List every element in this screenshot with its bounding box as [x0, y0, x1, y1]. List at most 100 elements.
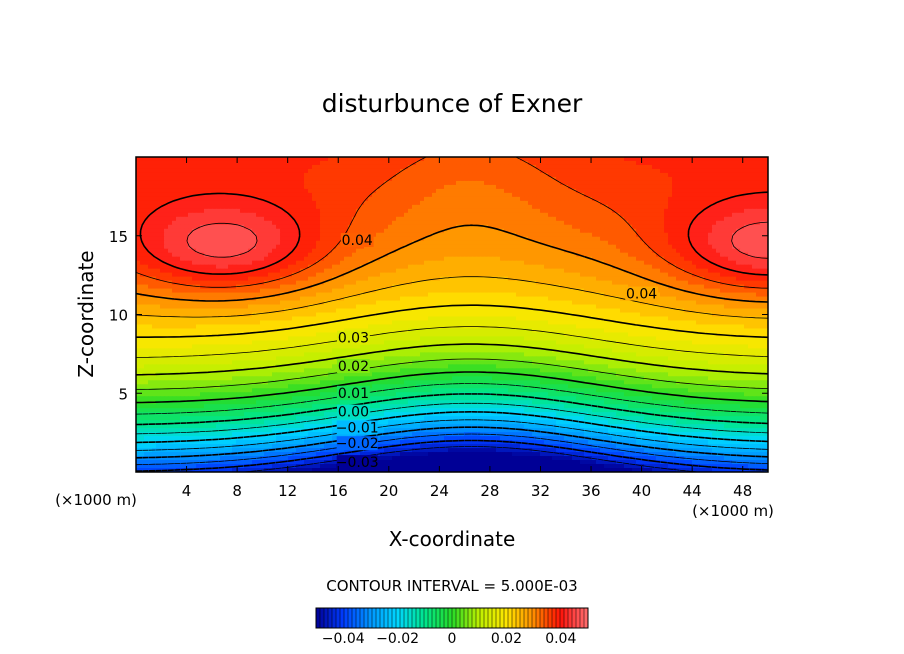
field-cell [396, 228, 401, 234]
field-cell [740, 264, 745, 270]
field-cell [288, 256, 293, 262]
field-cell [352, 184, 357, 190]
field-cell [544, 236, 549, 242]
field-cell [220, 192, 225, 198]
field-cell [188, 184, 193, 190]
field-cell [388, 180, 393, 186]
field-cell [252, 264, 257, 270]
field-cell [444, 276, 449, 282]
field-cell [164, 168, 169, 174]
field-cell [512, 208, 517, 214]
field-cell [680, 172, 685, 178]
field-cell [676, 212, 681, 218]
field-cell [156, 264, 161, 270]
field-cell [180, 160, 185, 166]
field-cell [276, 200, 281, 206]
field-cell [164, 232, 169, 238]
field-cell [316, 228, 321, 234]
field-cell [276, 228, 281, 234]
field-cell [508, 196, 513, 202]
field-cell [228, 188, 233, 194]
field-cell [396, 220, 401, 226]
field-cell [464, 160, 469, 166]
field-cell [312, 172, 317, 178]
field-cell [728, 268, 733, 274]
field-cell [764, 264, 768, 270]
field-cell [196, 252, 201, 258]
field-cell [424, 168, 429, 174]
field-cell [136, 252, 141, 258]
field-cell [480, 200, 485, 206]
field-cell [508, 188, 513, 194]
field-cell [256, 208, 261, 214]
field-cell [688, 196, 693, 202]
field-cell [760, 180, 765, 186]
field-cell [456, 196, 461, 202]
field-cell [376, 204, 381, 210]
field-cell [584, 228, 589, 234]
field-cell [252, 276, 257, 282]
field-cell [608, 224, 613, 230]
field-cell [256, 176, 261, 182]
field-cell [196, 160, 201, 166]
field-cell [372, 176, 377, 182]
field-cell [552, 157, 557, 162]
field-cell [320, 228, 325, 234]
field-cell [660, 172, 665, 178]
field-cell [528, 204, 533, 210]
field-cell [204, 180, 209, 186]
field-cell [652, 180, 657, 186]
field-cell [272, 276, 277, 282]
field-cell [700, 200, 705, 206]
field-cell [136, 268, 141, 274]
field-cell [324, 204, 329, 210]
field-cell [308, 280, 313, 286]
field-cell [660, 168, 665, 174]
field-cell [644, 208, 649, 214]
field-cell [604, 268, 609, 274]
field-cell [240, 268, 245, 274]
field-cell [156, 208, 161, 214]
field-cell [424, 240, 429, 246]
field-cell [512, 276, 517, 282]
field-cell [724, 157, 729, 162]
field-cell [532, 172, 537, 178]
field-cell [240, 180, 245, 186]
field-cell [684, 196, 689, 202]
field-cell [424, 232, 429, 238]
field-cell [136, 208, 141, 214]
field-cell [620, 240, 625, 246]
field-cell [252, 256, 257, 262]
field-cell [732, 172, 737, 178]
field-cell [232, 176, 237, 182]
field-cell [620, 176, 625, 182]
field-cell [256, 264, 261, 270]
field-cell [540, 200, 545, 206]
field-cell [500, 204, 505, 210]
field-cell [660, 188, 665, 194]
field-cell [432, 232, 437, 238]
field-cell [480, 268, 485, 274]
field-cell [512, 244, 517, 250]
field-cell [420, 164, 425, 170]
field-cell [208, 252, 213, 258]
field-cell [140, 176, 145, 182]
field-cell [584, 256, 589, 262]
field-cell [680, 268, 685, 274]
field-cell [668, 272, 673, 278]
field-cell [148, 192, 153, 198]
field-cell [168, 232, 173, 238]
field-cell [412, 244, 417, 250]
field-cell [288, 200, 293, 206]
field-cell [588, 248, 593, 254]
field-cell [156, 188, 161, 194]
field-cell [740, 176, 745, 182]
field-cell [404, 228, 409, 234]
field-cell [160, 236, 165, 242]
field-cell [364, 208, 369, 214]
field-cell [532, 184, 537, 190]
field-cell [348, 216, 353, 222]
field-cell [528, 244, 533, 250]
field-cell [244, 272, 249, 278]
field-cell [456, 164, 461, 170]
